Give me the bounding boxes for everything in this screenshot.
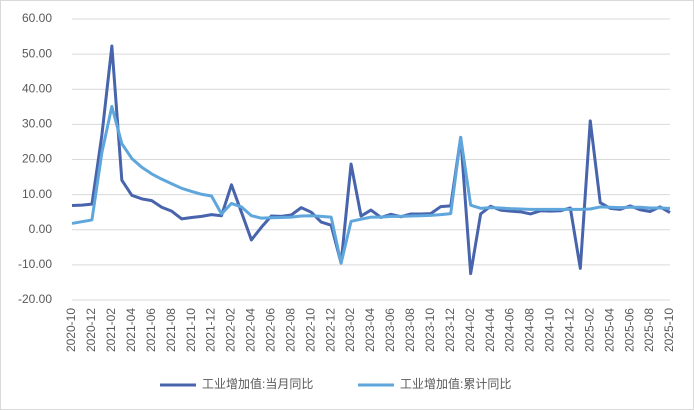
x-tick-label: 2023-02 <box>343 308 357 352</box>
y-tick-label: 10.00 <box>22 187 52 201</box>
x-tick-label: 2021-12 <box>204 308 218 352</box>
y-tick-label: 40.00 <box>22 81 52 95</box>
x-tick-label: 2022-04 <box>244 308 258 352</box>
x-tick-label: 2025-10 <box>662 308 676 352</box>
x-tick-label: 2022-08 <box>283 308 297 352</box>
y-tick-label: 20.00 <box>22 152 52 166</box>
y-tick-label: 0.00 <box>29 222 53 236</box>
x-tick-label: 2024-12 <box>563 308 577 352</box>
x-tick-label: 2021-06 <box>144 308 158 352</box>
y-tick-label: -10.00 <box>18 257 52 271</box>
line-series <box>71 104 671 265</box>
x-tick-label: 2022-02 <box>224 308 238 352</box>
y-tick-label: 60.00 <box>22 11 52 25</box>
x-tick-label: 2023-08 <box>403 308 417 352</box>
x-tick-label: 2024-10 <box>543 308 557 352</box>
x-tick-label: 2024-06 <box>503 308 517 352</box>
x-tick-label: 2023-06 <box>383 308 397 352</box>
x-tick-label: 2025-02 <box>582 308 596 352</box>
y-tick-label: 30.00 <box>22 117 52 131</box>
x-tick-label: 2022-12 <box>323 308 337 352</box>
x-tick-label: 2022-10 <box>303 308 317 352</box>
y-tick-label: -20.00 <box>18 292 52 306</box>
x-tick-label: 2024-02 <box>463 308 477 352</box>
x-tick-label: 2023-10 <box>423 308 437 352</box>
x-tick-label: 2023-04 <box>363 308 377 352</box>
x-tick-label: 2020-10 <box>64 308 78 352</box>
legend-label: 工业增加值:累计同比 <box>400 376 511 391</box>
x-tick-label: 2021-02 <box>104 308 118 352</box>
x-tick-label: 2020-12 <box>84 308 98 352</box>
x-tick-label: 2021-04 <box>124 308 138 352</box>
x-tick-label: 2025-04 <box>602 308 616 352</box>
x-tick-label: 2021-08 <box>164 308 178 352</box>
x-tick-label: 2021-10 <box>184 308 198 352</box>
legend-label: 工业增加值:当月同比 <box>202 376 313 391</box>
x-tick-label: 2024-08 <box>523 308 537 352</box>
y-tick-label: 50.00 <box>22 46 52 60</box>
x-tick-label: 2023-12 <box>443 308 457 352</box>
x-tick-label: 2022-06 <box>264 308 278 352</box>
x-tick-label: 2025-06 <box>622 308 636 352</box>
x-tick-label: 2024-04 <box>483 308 497 352</box>
x-tick-label: 2025-08 <box>642 308 656 352</box>
